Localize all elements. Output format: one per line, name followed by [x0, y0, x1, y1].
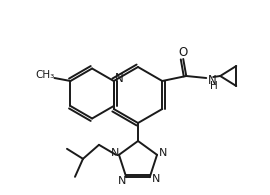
Text: N: N [111, 148, 119, 158]
Text: N: N [114, 73, 123, 85]
Text: CH₃: CH₃ [36, 70, 55, 80]
Text: N: N [159, 148, 167, 158]
Text: O: O [179, 45, 188, 58]
Text: N: N [208, 74, 217, 87]
Text: N: N [118, 176, 126, 186]
Text: N: N [151, 174, 160, 184]
Text: H: H [210, 81, 218, 91]
